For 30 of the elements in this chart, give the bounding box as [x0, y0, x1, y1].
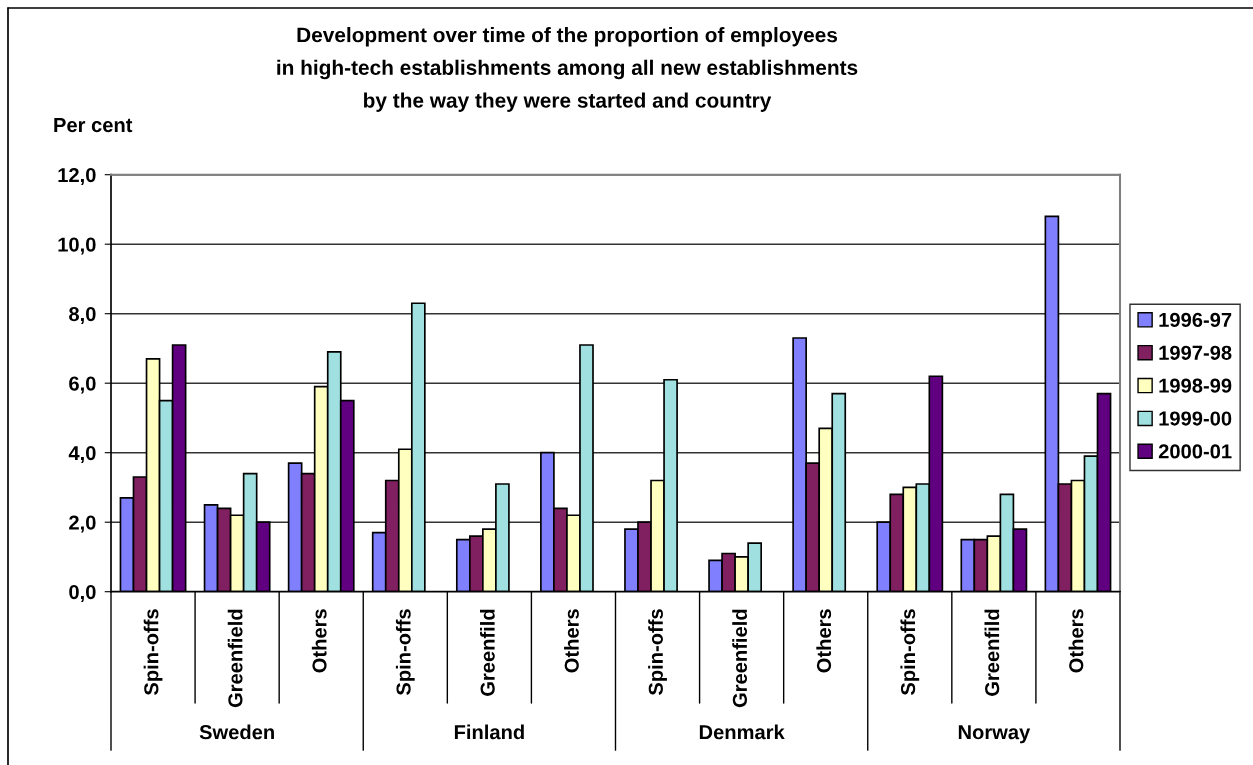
x-tick-label: Greenfield: [732, 609, 748, 708]
y-tick-label: 10,0: [58, 237, 96, 255]
legend-label: 2000-01: [1158, 444, 1232, 459]
x-tick-label: Others: [816, 609, 832, 673]
x-tick-label: Spin-offs: [143, 609, 163, 696]
x-tick-label: Spin-offs: [900, 609, 920, 696]
x-tick-label: Greenfild: [984, 609, 1000, 696]
y-tick-label: 6,0: [69, 376, 96, 394]
x-tick-label: Others: [1068, 609, 1084, 673]
text: Sweden: [199, 724, 274, 740]
x-tick-label: Spin-offs: [395, 609, 415, 696]
legend-label: 1998-99: [1159, 378, 1232, 393]
text: Denmark: [699, 724, 785, 740]
x-tick-label: Spin-offs: [648, 609, 667, 696]
y-tick-label: 8,0: [69, 306, 96, 325]
text: Norway: [958, 725, 1031, 744]
x-tick-label: Greenfield: [227, 609, 243, 708]
x-tick-label: Greenfild: [479, 609, 495, 696]
y-tick-label: 12,0: [58, 167, 96, 186]
y-tick-label: 2,0: [69, 515, 96, 533]
legend-label: 1999-00: [1159, 411, 1232, 426]
y-tick-label: 0,0: [69, 584, 96, 603]
legend-label: 1997-98: [1159, 345, 1232, 360]
chart-title: Development over time of the proportion of employees in high-tech establishments among all new establishments by the way they were started and country: [277, 27, 858, 112]
y-tick-label: 4,0: [68, 445, 96, 464]
legend-label: 1996-97: [1159, 312, 1232, 328]
text: Finland: [454, 724, 524, 740]
x-tick-label: Others: [564, 609, 579, 673]
y-axis-title: Per cent: [54, 118, 133, 133]
x-tick-label: Others: [311, 609, 327, 673]
